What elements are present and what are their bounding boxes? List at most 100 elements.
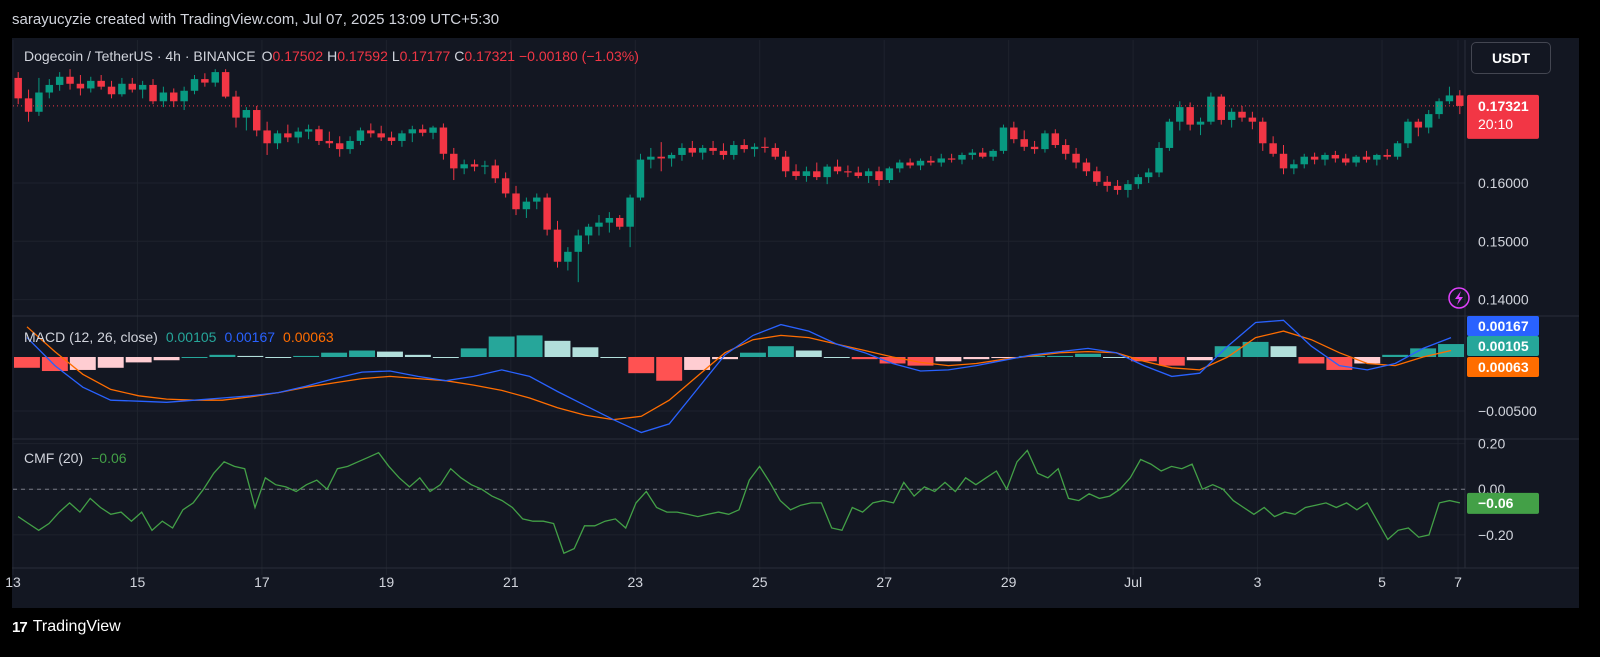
candle (45, 84, 54, 93)
candle (97, 80, 105, 87)
candle (315, 129, 323, 141)
candle (574, 235, 582, 252)
macd-histogram-bar (14, 357, 40, 368)
candle (35, 92, 43, 112)
candle (823, 166, 831, 178)
candle (242, 110, 251, 118)
candle (1207, 96, 1215, 122)
macd-histogram-bar (795, 350, 822, 357)
open-value: 0.17502 (273, 48, 324, 64)
candle (1041, 133, 1049, 150)
bar-countdown: 20:10 (1478, 116, 1513, 132)
candle (1165, 121, 1174, 148)
candle (916, 160, 925, 166)
bolt-glyph-icon (1455, 291, 1463, 305)
x-tick-label: 27 (876, 574, 892, 590)
macd-histogram-bar (1242, 341, 1269, 357)
low-label: L (392, 48, 400, 64)
macd-histogram-bar (237, 355, 264, 357)
candle (1414, 121, 1423, 128)
candle (87, 80, 95, 89)
candle (1445, 95, 1454, 102)
candle (429, 127, 437, 133)
candle (688, 147, 697, 153)
candle (170, 92, 178, 102)
candle (1020, 139, 1028, 147)
macd-histogram-bar (767, 346, 794, 357)
candle (522, 201, 531, 210)
price-tick-label: 0.16000 (1478, 175, 1529, 191)
price-tick-label: 0.15000 (1478, 233, 1529, 249)
candle (1082, 162, 1091, 172)
cmf-title: CMF (20) (24, 450, 83, 466)
candle (1124, 184, 1132, 190)
macd-histogram-bar (963, 357, 990, 360)
currency-button[interactable]: USDT (1471, 42, 1551, 74)
candle (1176, 107, 1184, 122)
candle (605, 217, 614, 223)
candle (1456, 95, 1464, 106)
candle (180, 90, 188, 102)
candle (325, 140, 334, 144)
candle (387, 137, 396, 141)
macd-histogram-bar (1186, 357, 1213, 361)
candle (1321, 154, 1329, 160)
cmf-tick-label: 0.20 (1478, 436, 1505, 452)
x-tick-label: 15 (130, 574, 146, 590)
alert-bolt-icon[interactable] (1448, 287, 1470, 309)
candle (128, 83, 137, 90)
candle (1196, 121, 1205, 125)
cmf-tick-label: −0.20 (1478, 527, 1514, 543)
tradingview-logo[interactable]: 17 TradingView (12, 615, 121, 639)
x-tick-label: Jul (1124, 574, 1142, 590)
candle (698, 147, 707, 153)
candle (1072, 153, 1080, 163)
x-tick-label: 25 (752, 574, 768, 590)
x-tick-label: 17 (254, 574, 270, 590)
close-label: C (454, 48, 464, 64)
candle (1259, 121, 1267, 144)
candle (335, 143, 344, 150)
macd-histogram-bar (879, 357, 906, 364)
candle (1030, 146, 1039, 150)
macd-histogram-bar (991, 357, 1018, 359)
candle (1155, 147, 1163, 173)
x-tick-label: 23 (627, 574, 643, 590)
macd-macd-badge-value: 0.00167 (1478, 318, 1529, 334)
candle (999, 127, 1008, 151)
candle (730, 145, 738, 155)
candle (1103, 181, 1111, 186)
macd-hist-value: 0.00105 (166, 329, 217, 345)
candle (595, 222, 603, 227)
candle (1373, 154, 1381, 160)
macd-histogram-bar (907, 357, 934, 366)
candle (833, 166, 842, 172)
macd-histogram-bar (628, 357, 655, 374)
candle (667, 154, 676, 159)
high-label: H (327, 48, 337, 64)
candle (159, 92, 168, 102)
x-tick-label: 21 (503, 574, 519, 590)
candle (1248, 117, 1257, 122)
candle (107, 86, 116, 95)
macd-histogram-bar (97, 357, 124, 368)
macd-macd-badge (1467, 316, 1539, 336)
candle (1227, 111, 1236, 120)
candle (844, 171, 852, 173)
candle (190, 79, 199, 91)
candle (543, 197, 551, 230)
last-price-badge (1467, 94, 1539, 139)
candle (1341, 158, 1350, 163)
candle (408, 129, 417, 134)
macd-title: MACD (12, 26, close) (24, 329, 158, 345)
candle (1424, 114, 1433, 128)
candle (854, 172, 863, 176)
candle (896, 162, 904, 169)
candle (864, 171, 873, 176)
candle (201, 79, 209, 83)
candle (367, 130, 375, 134)
candle (439, 127, 448, 154)
macd-histogram-bar (1103, 357, 1129, 358)
macd-histogram-bar (1075, 353, 1101, 357)
